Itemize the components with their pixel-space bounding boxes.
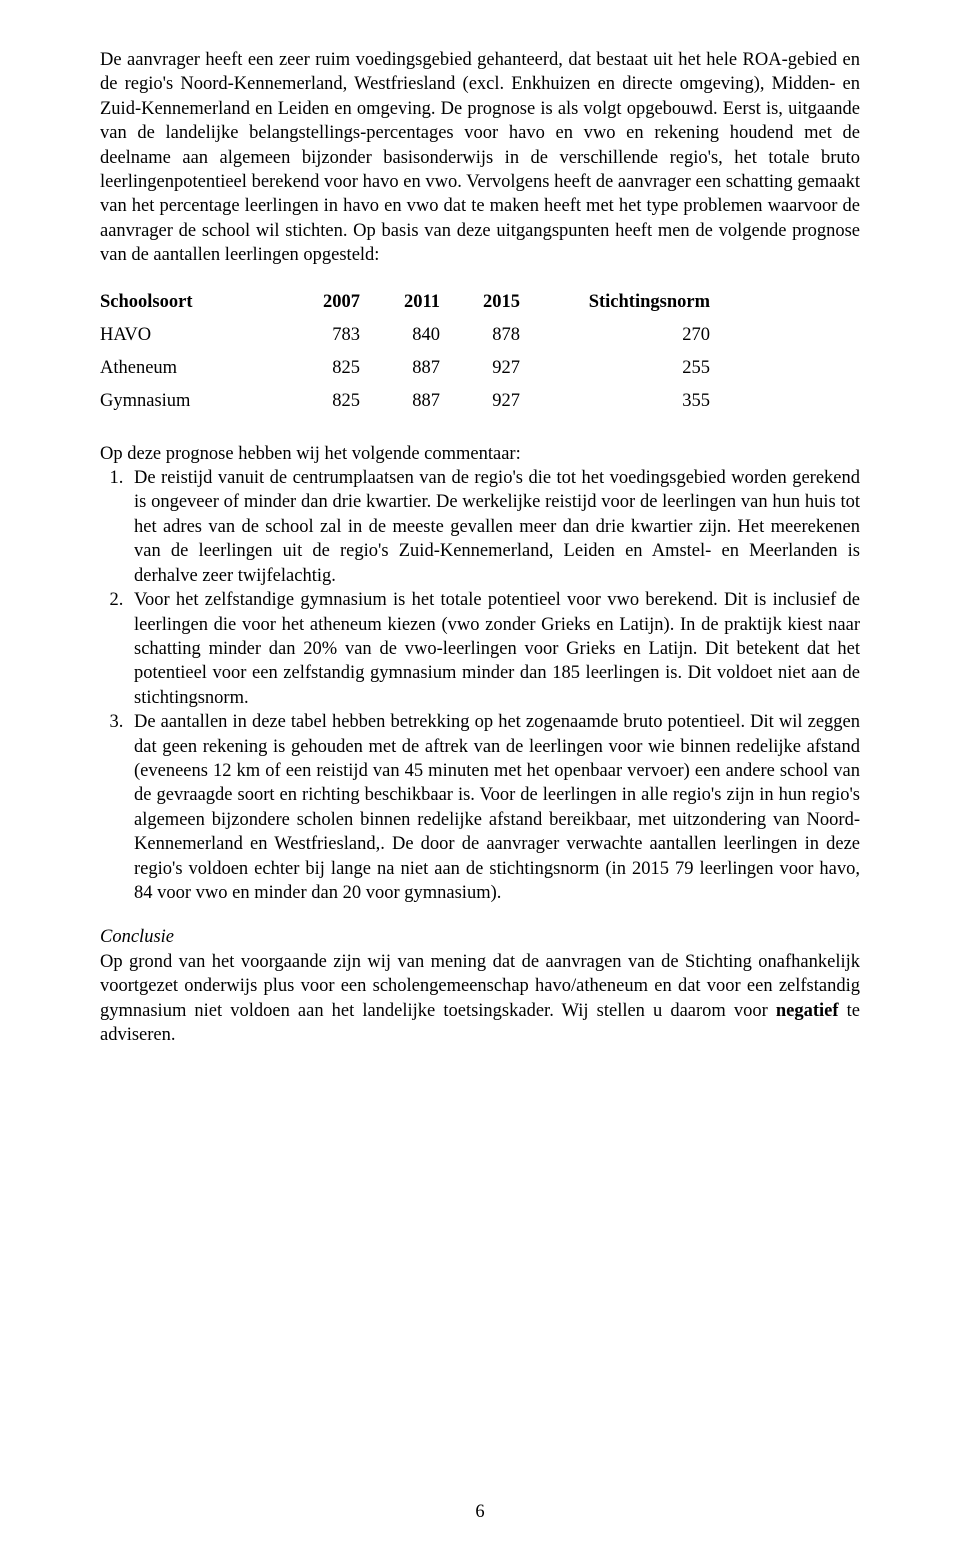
conclusion-text-pre: Op grond van het voorgaande zijn wij van… [100, 952, 860, 1021]
intro-paragraph: De aanvrager heeft een zeer ruim voeding… [100, 48, 860, 268]
commentary-item: Voor het zelfstandige gymnasium is het t… [128, 588, 860, 710]
table-cell-school: Atheneum [100, 352, 280, 385]
table-cell-value: 927 [440, 385, 520, 418]
table-cell-value: 255 [520, 352, 710, 385]
commentary-item: De aantallen in deze tabel hebben betrek… [128, 710, 860, 905]
table-cell-value: 878 [440, 319, 520, 352]
conclusion-paragraph: Op grond van het voorgaande zijn wij van… [100, 950, 860, 1048]
commentary-list: De reistijd vanuit de centrumplaatsen va… [100, 466, 860, 905]
table-header-row: Schoolsoort 2007 2011 2015 Stichtingsnor… [100, 286, 710, 319]
table-row: Gymnasium 825 887 927 355 [100, 385, 710, 418]
document-page: De aanvrager heeft een zeer ruim voeding… [0, 0, 960, 1551]
commentary-item: De reistijd vanuit de centrumplaatsen va… [128, 466, 860, 588]
table-header-2011: 2011 [360, 286, 440, 319]
table-header-2007: 2007 [280, 286, 360, 319]
table-cell-value: 927 [440, 352, 520, 385]
table-row: Atheneum 825 887 927 255 [100, 352, 710, 385]
table-cell-value: 270 [520, 319, 710, 352]
table-cell-value: 887 [360, 352, 440, 385]
page-number: 6 [0, 1502, 960, 1523]
table-cell-value: 825 [280, 385, 360, 418]
table-cell-value: 355 [520, 385, 710, 418]
table-header-2015: 2015 [440, 286, 520, 319]
table-cell-value: 840 [360, 319, 440, 352]
table-cell-value: 783 [280, 319, 360, 352]
conclusion-bold-word: negatief [776, 1001, 839, 1021]
table-cell-value: 887 [360, 385, 440, 418]
table-header-school: Schoolsoort [100, 286, 280, 319]
table-row: HAVO 783 840 878 270 [100, 319, 710, 352]
prognosis-table: Schoolsoort 2007 2011 2015 Stichtingsnor… [100, 286, 710, 418]
conclusion-section: Conclusie Op grond van het voorgaande zi… [100, 925, 860, 1047]
table-header-norm: Stichtingsnorm [520, 286, 710, 319]
commentary-intro: Op deze prognose hebben wij het volgende… [100, 442, 860, 466]
table-cell-value: 825 [280, 352, 360, 385]
conclusion-heading: Conclusie [100, 925, 860, 949]
table-cell-school: Gymnasium [100, 385, 280, 418]
table-cell-school: HAVO [100, 319, 280, 352]
